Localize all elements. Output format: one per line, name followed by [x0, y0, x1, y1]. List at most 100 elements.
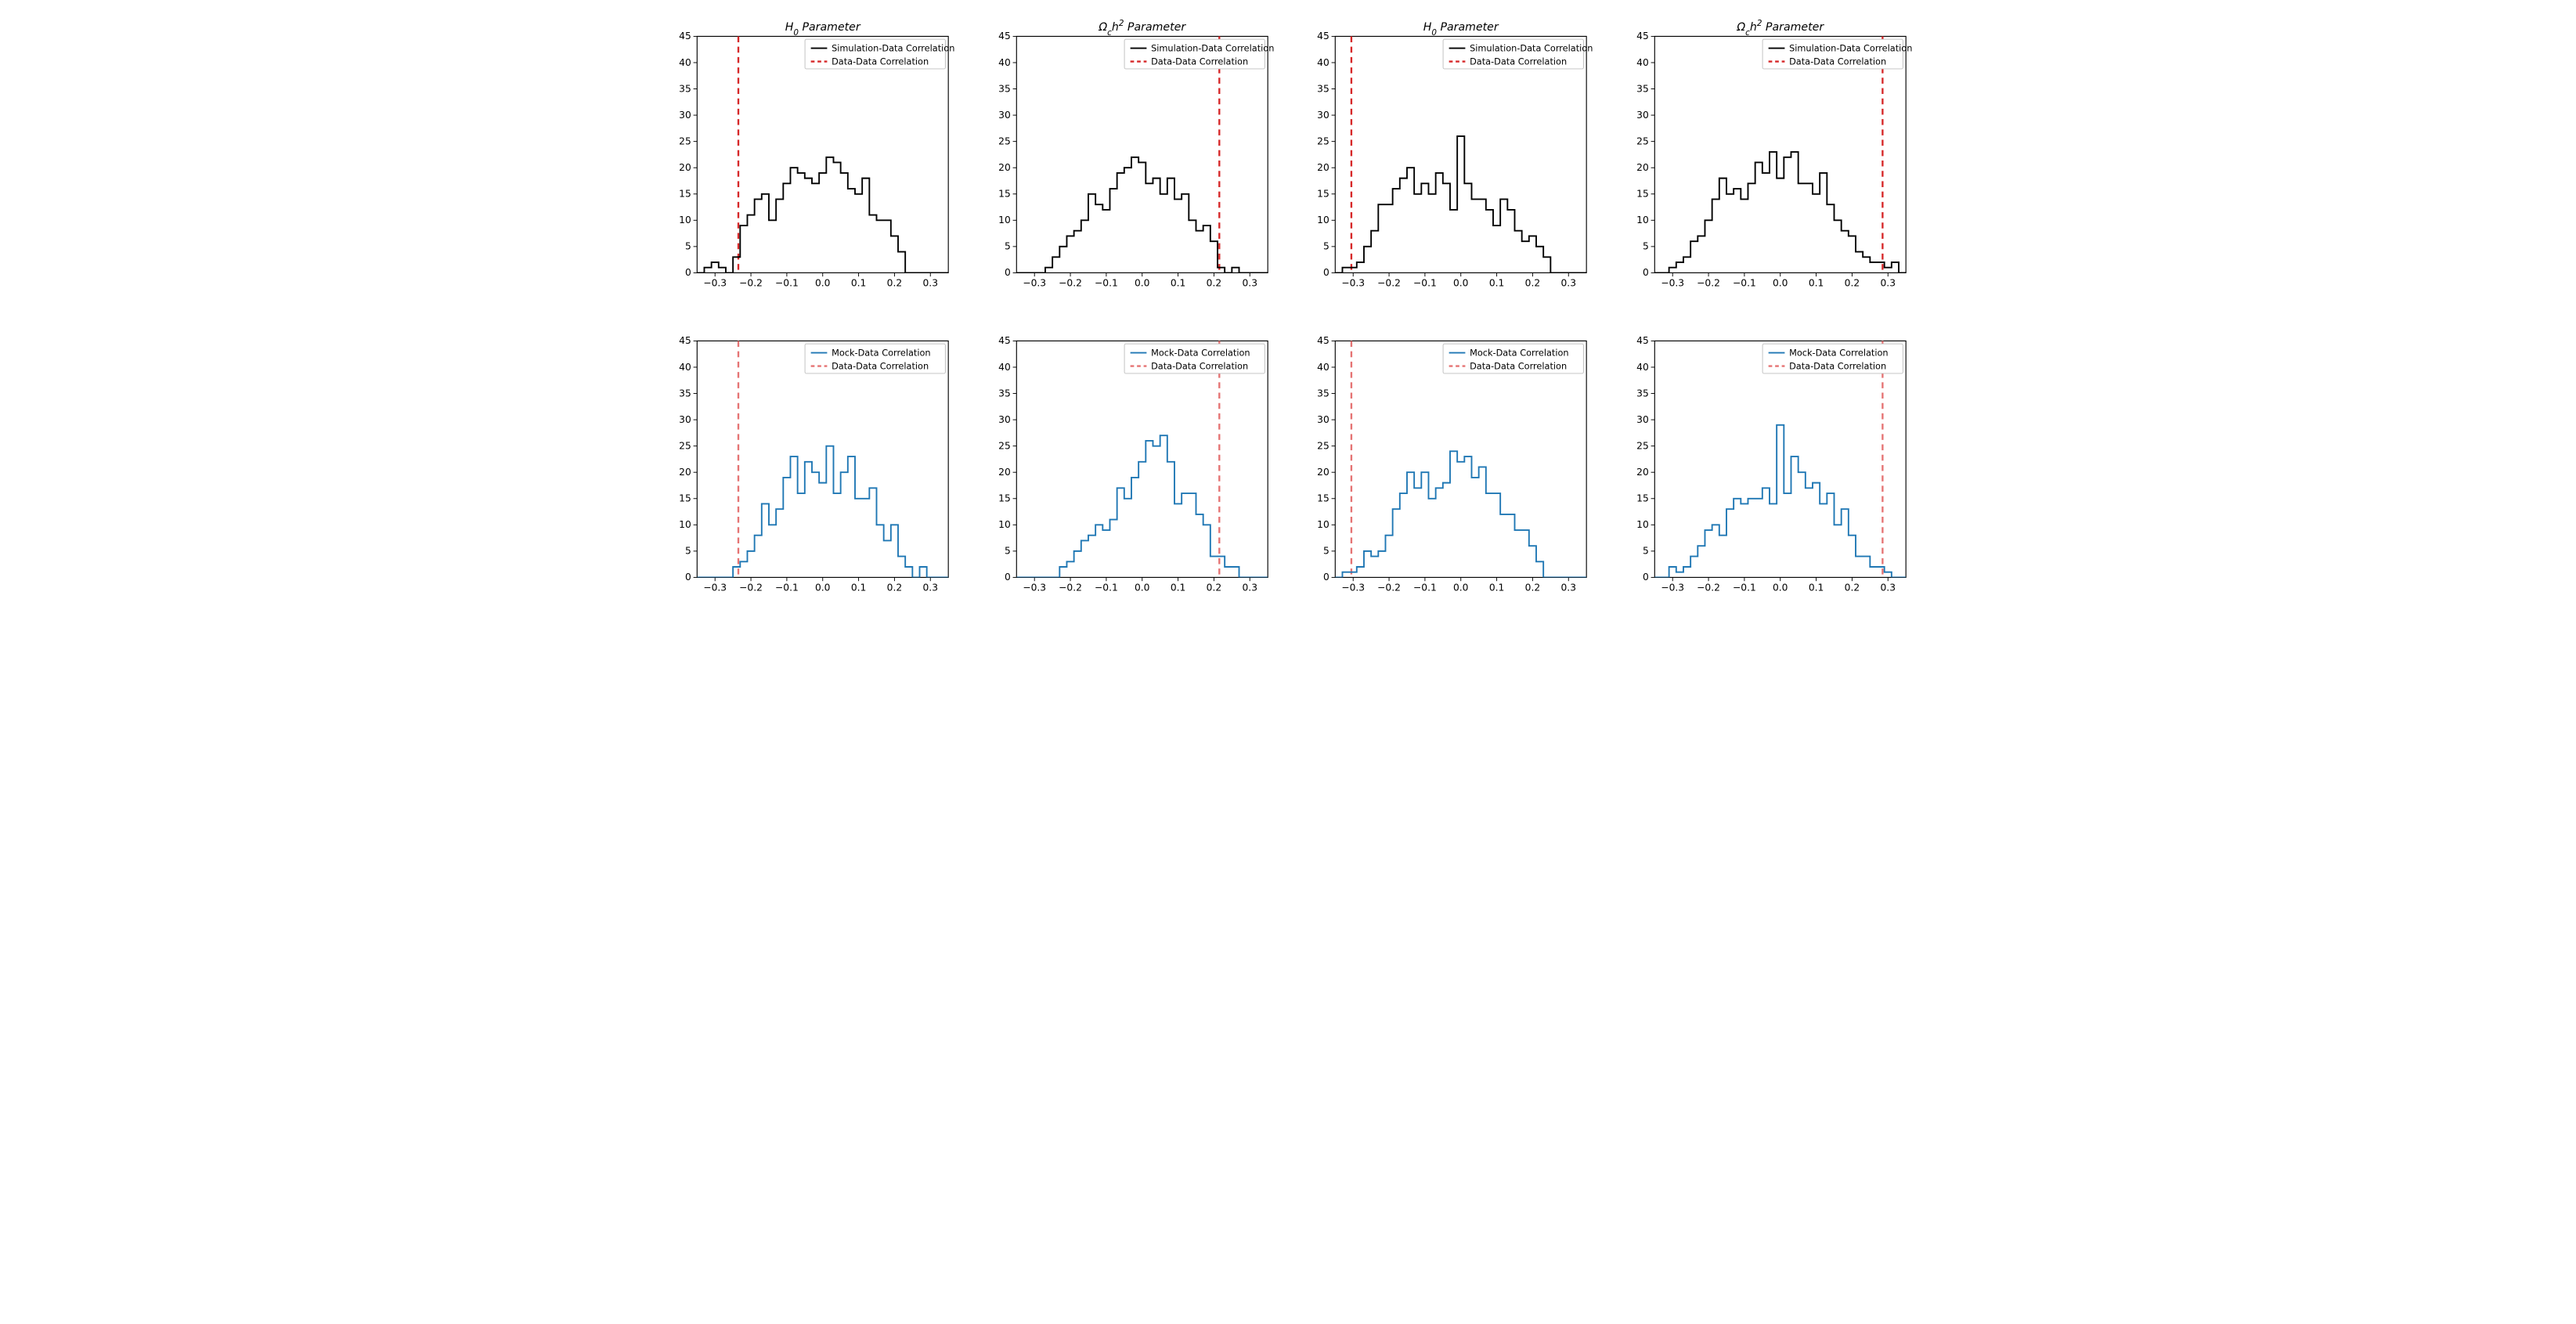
ytick-label: 40 [1636, 361, 1649, 372]
xtick-label: 0.1 [1808, 582, 1823, 593]
ytick-label: 5 [1323, 241, 1329, 252]
chart-svg: −0.3−0.2−0.10.00.10.20.30510152025303540… [1619, 320, 1915, 601]
ytick-label: 30 [998, 413, 1011, 424]
legend-label-series: Mock-Data Correlation [1151, 347, 1250, 358]
ytick-label: 5 [685, 241, 691, 252]
xtick-label: −0.2 [1697, 582, 1720, 593]
ytick-label: 10 [998, 519, 1011, 530]
xtick-label: 0.0 [1134, 277, 1149, 288]
ytick-label: 20 [1636, 162, 1649, 173]
xtick-label: 0.3 [923, 582, 938, 593]
ytick-label: 10 [679, 519, 691, 530]
ytick-label: 45 [679, 31, 691, 41]
ytick-label: 30 [1317, 413, 1329, 424]
xtick-label: 0.3 [1880, 582, 1895, 593]
xtick-label: −0.1 [1095, 582, 1118, 593]
xtick-label: 0.3 [1880, 277, 1895, 288]
ytick-label: 15 [1636, 492, 1649, 503]
xtick-label: 0.1 [1808, 277, 1823, 288]
plot-frame [1335, 36, 1586, 272]
ytick-label: 25 [1317, 135, 1329, 146]
xtick-label: 0.0 [1772, 277, 1787, 288]
panel-p4: −0.3−0.2−0.10.00.10.20.30510152025303540… [662, 320, 958, 601]
ytick-label: 15 [998, 492, 1011, 503]
ytick-label: 30 [679, 413, 691, 424]
xtick-label: 0.0 [815, 582, 830, 593]
panel-title: Ωch2 Parameter [1736, 19, 1824, 38]
xtick-label: 0.2 [1206, 277, 1221, 288]
xtick-label: 0.0 [1772, 582, 1787, 593]
ytick-label: 15 [679, 189, 691, 200]
xtick-label: 0.1 [1170, 277, 1185, 288]
xtick-label: 0.1 [851, 582, 866, 593]
xtick-label: 0.2 [1525, 277, 1540, 288]
ytick-label: 25 [998, 440, 1011, 451]
chart-svg: −0.3−0.2−0.10.00.10.20.30510152025303540… [662, 16, 958, 297]
ytick-label: 5 [1004, 241, 1010, 252]
xtick-label: −0.3 [703, 277, 727, 288]
ytick-label: 30 [1636, 110, 1649, 121]
ytick-label: 40 [998, 57, 1011, 68]
plot-frame [1654, 341, 1906, 577]
panel-p3: −0.3−0.2−0.10.00.10.20.30510152025303540… [1619, 16, 1915, 297]
ytick-label: 15 [1317, 189, 1329, 200]
ytick-label: 45 [679, 335, 691, 346]
panel-p7: −0.3−0.2−0.10.00.10.20.30510152025303540… [1619, 320, 1915, 601]
legend: Mock-Data CorrelationData-Data Correlati… [805, 344, 945, 373]
ytick-label: 20 [998, 162, 1011, 173]
xtick-label: 0.2 [1525, 582, 1540, 593]
legend-label-data: Data-Data Correlation [832, 56, 929, 67]
xtick-label: −0.2 [1377, 582, 1401, 593]
xtick-label: 0.1 [1170, 582, 1185, 593]
xtick-label: 0.3 [1242, 582, 1257, 593]
chart-svg: −0.3−0.2−0.10.00.10.20.30510152025303540… [981, 320, 1277, 601]
legend: Mock-Data CorrelationData-Data Correlati… [1762, 344, 1903, 373]
ytick-label: 0 [1642, 572, 1648, 583]
ytick-label: 25 [679, 135, 691, 146]
panel-p0: −0.3−0.2−0.10.00.10.20.30510152025303540… [662, 16, 958, 297]
ytick-label: 20 [1636, 467, 1649, 478]
panel-p5: −0.3−0.2−0.10.00.10.20.30510152025303540… [981, 320, 1277, 601]
xtick-label: −0.3 [703, 582, 727, 593]
xtick-label: 0.2 [1206, 582, 1221, 593]
legend-label-data: Data-Data Correlation [1789, 56, 1886, 67]
ytick-label: 40 [1636, 57, 1649, 68]
legend-label-series: Simulation-Data Correlation [1470, 42, 1593, 53]
legend-label-series: Mock-Data Correlation [832, 347, 931, 358]
xtick-label: 0.0 [815, 277, 830, 288]
ytick-label: 40 [1317, 361, 1329, 372]
ytick-label: 10 [998, 215, 1011, 225]
chart-svg: −0.3−0.2−0.10.00.10.20.30510152025303540… [1300, 16, 1596, 297]
xtick-label: 0.0 [1453, 582, 1468, 593]
ytick-label: 15 [1636, 189, 1649, 200]
ytick-label: 35 [1317, 83, 1329, 94]
ytick-label: 25 [679, 440, 691, 451]
xtick-label: 0.2 [1844, 277, 1859, 288]
ytick-label: 0 [685, 572, 691, 583]
ytick-label: 0 [1004, 572, 1010, 583]
ytick-label: 35 [1636, 83, 1649, 94]
ytick-label: 45 [1636, 335, 1649, 346]
ytick-label: 45 [1636, 31, 1649, 41]
ytick-label: 35 [1636, 388, 1649, 399]
xtick-label: 0.3 [1561, 582, 1576, 593]
ytick-label: 5 [685, 545, 691, 556]
panel-title: Ωch2 Parameter [1098, 19, 1186, 38]
plot-frame [1335, 341, 1586, 577]
xtick-label: −0.3 [1661, 582, 1684, 593]
legend: Mock-Data CorrelationData-Data Correlati… [1443, 344, 1583, 373]
plot-frame [697, 341, 948, 577]
xtick-label: 0.2 [1844, 582, 1859, 593]
xtick-label: −0.1 [1413, 277, 1437, 288]
ytick-label: 25 [1317, 440, 1329, 451]
ytick-label: 0 [1642, 267, 1648, 278]
ytick-label: 10 [1317, 519, 1329, 530]
ytick-label: 25 [998, 135, 1011, 146]
ytick-label: 35 [1317, 388, 1329, 399]
ytick-label: 15 [1317, 492, 1329, 503]
xtick-label: 0.0 [1453, 277, 1468, 288]
ytick-label: 45 [1317, 31, 1329, 41]
chart-grid: −0.3 −0.2 −0.1 0.0 0.1 0.2 0.3 0 5 10 15 20 25 30 35 40… [662, 16, 1914, 601]
plot-frame [1016, 341, 1268, 577]
legend: Simulation-Data CorrelationData-Data Cor… [805, 39, 954, 69]
